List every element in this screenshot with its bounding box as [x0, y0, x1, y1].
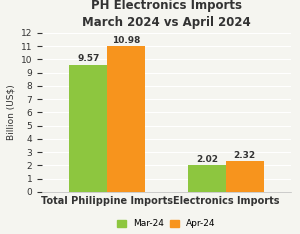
Y-axis label: Billion (US$): Billion (US$) — [6, 84, 15, 140]
Bar — [107, 46, 145, 192]
Text: 9.57: 9.57 — [77, 54, 99, 63]
Text: 10.98: 10.98 — [112, 36, 140, 45]
Title: PH Electronics Imports
March 2024 vs April 2024: PH Electronics Imports March 2024 vs Apr… — [82, 0, 251, 29]
Legend: Mar-24, Apr-24: Mar-24, Apr-24 — [114, 216, 219, 232]
Text: 2.32: 2.32 — [234, 150, 256, 160]
Bar — [226, 161, 264, 192]
Text: 2.02: 2.02 — [196, 154, 218, 164]
Bar — [69, 65, 107, 192]
Bar — [188, 165, 226, 192]
